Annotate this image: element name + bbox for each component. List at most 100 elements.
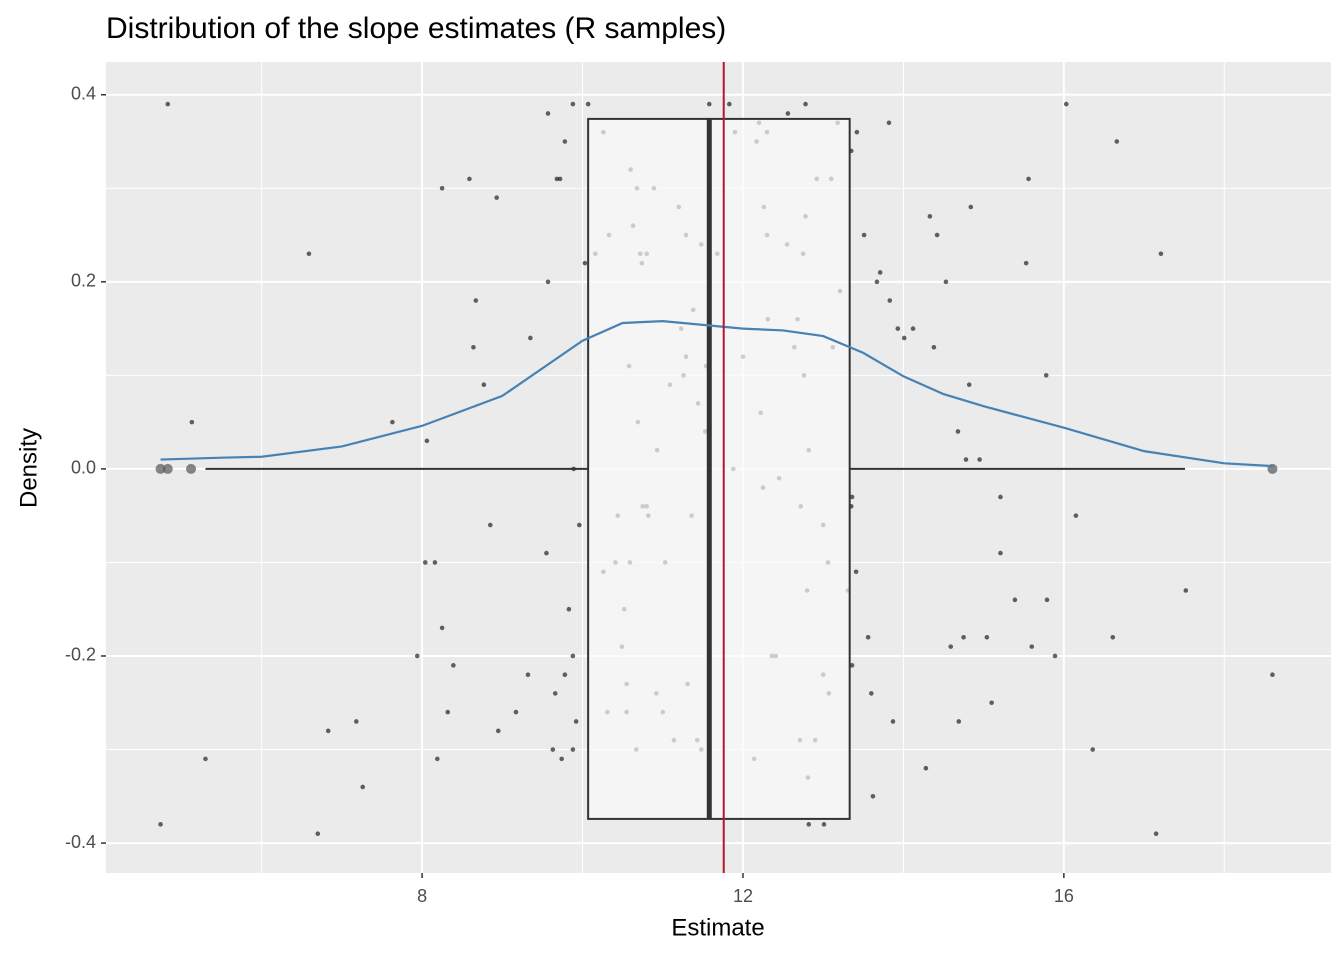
- jitter-point: [934, 232, 940, 238]
- jitter-point: [494, 195, 499, 200]
- jitter-point: [451, 663, 456, 668]
- jitter-point: [473, 298, 479, 303]
- density-line: [160, 320, 1273, 468]
- jitter-point: [435, 756, 440, 762]
- jitter-point: [1153, 831, 1159, 837]
- jitter-point: [1114, 139, 1120, 144]
- jitter-point: [585, 101, 591, 107]
- jitter-point: [189, 419, 195, 425]
- jitter-point: [432, 560, 438, 565]
- jitter-point: [554, 176, 560, 182]
- jitter-point: [1052, 653, 1058, 659]
- y-axis-label: Density: [15, 428, 42, 508]
- y-tick-label: 0.0: [71, 458, 96, 478]
- outlier: [162, 463, 173, 474]
- jitter-point: [471, 344, 476, 350]
- jitter-point: [854, 129, 860, 135]
- jitter-point: [1029, 644, 1035, 649]
- jitter-point: [998, 550, 1003, 556]
- jitter-point: [977, 457, 982, 462]
- jitter-point: [306, 251, 312, 257]
- jitter-point: [424, 438, 430, 444]
- jitter-point: [989, 700, 994, 706]
- jitter-point: [582, 260, 588, 266]
- jitter-point: [927, 214, 933, 219]
- jitter-point: [570, 101, 576, 107]
- jitter-point: [877, 270, 883, 275]
- jitter-point: [948, 644, 954, 649]
- jitter-point: [570, 653, 576, 659]
- jitter-point: [495, 728, 501, 734]
- jitter-point: [1044, 597, 1050, 603]
- box: [587, 117, 851, 820]
- jitter-point: [785, 111, 791, 116]
- jitter-point: [315, 831, 321, 837]
- jitter-point: [956, 719, 962, 724]
- jitter-point: [961, 634, 966, 640]
- jitter-point: [865, 634, 871, 640]
- jitter-point: [439, 625, 445, 631]
- jitter-point: [570, 747, 576, 752]
- jitter-point: [874, 279, 880, 285]
- jitter-point: [1063, 101, 1069, 107]
- jitter-point: [966, 382, 972, 388]
- jitter-point: [853, 569, 859, 575]
- jitter-point: [727, 101, 732, 107]
- jitter-point: [869, 691, 874, 696]
- jitter-point: [806, 822, 812, 827]
- jitter-point: [545, 111, 551, 116]
- jitter-point: [528, 335, 533, 341]
- jitter-point: [923, 765, 929, 771]
- jitter-point: [467, 176, 472, 182]
- jitter-point: [984, 634, 990, 640]
- jitter-point: [890, 719, 896, 724]
- jitter-point: [886, 120, 892, 126]
- jitter-point: [573, 719, 579, 724]
- jitter-point: [559, 756, 564, 762]
- jitter-point: [557, 176, 563, 182]
- jitter-point: [487, 522, 493, 528]
- jitter-point: [562, 139, 568, 144]
- jitter-point: [1012, 597, 1018, 603]
- jitter-point: [562, 672, 568, 677]
- jitter-point: [360, 784, 366, 790]
- jitter-point: [1023, 260, 1029, 266]
- jitter-point: [849, 494, 855, 500]
- jitter-point: [158, 822, 163, 827]
- jitter-point: [870, 793, 876, 799]
- outlier: [155, 463, 166, 474]
- jitter-point: [577, 522, 582, 528]
- jitter-point: [910, 326, 916, 331]
- y-tick-label: 0.2: [71, 271, 96, 291]
- chart-title: Distribution of the slope estimates (R s…: [106, 12, 726, 45]
- jitter-point: [414, 653, 420, 659]
- jitter-point: [1270, 672, 1275, 677]
- jitter-point: [325, 728, 331, 734]
- x-tick-label: 16: [1054, 886, 1074, 906]
- jitter-point: [998, 494, 1003, 500]
- y-tick-label: -0.2: [65, 645, 96, 665]
- jitter-point: [943, 279, 949, 285]
- x-tick-label: 12: [733, 886, 753, 906]
- jitter-point: [1110, 634, 1116, 640]
- jitter-point: [1026, 176, 1031, 182]
- jitter-point: [1073, 513, 1079, 518]
- jitter-point: [203, 756, 208, 762]
- x-axis-label: Estimate: [671, 914, 764, 941]
- jitter-point: [550, 747, 556, 752]
- jitter-point: [821, 822, 827, 827]
- jitter-point: [353, 719, 359, 724]
- jitter-point: [439, 185, 445, 191]
- y-tick-label: -0.4: [65, 832, 96, 852]
- jitter-point: [1183, 588, 1189, 593]
- jitter-point: [955, 429, 961, 434]
- jitter-point: [165, 101, 171, 107]
- x-tick-label: 8: [417, 886, 427, 906]
- jitter-point: [481, 382, 487, 388]
- jitter-point: [1158, 251, 1164, 257]
- jitter-point: [706, 101, 712, 107]
- jitter-point: [552, 691, 558, 696]
- jitter-point: [1043, 373, 1049, 378]
- jitter-point: [422, 560, 428, 565]
